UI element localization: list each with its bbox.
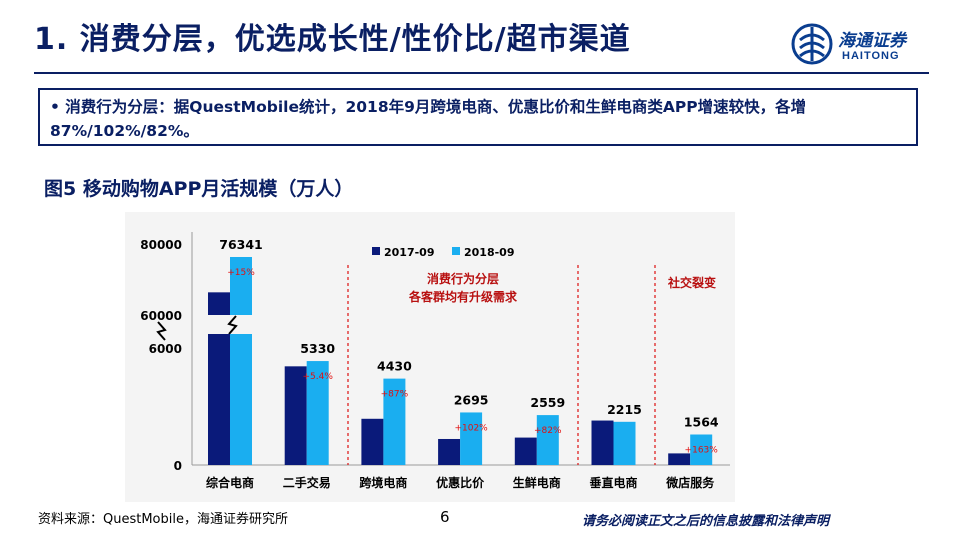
data-label: 76341: [219, 237, 263, 252]
legend-label: 2017-09: [384, 246, 435, 259]
figure-title: 图5 移动购物APP月活规模（万人）: [44, 178, 354, 200]
bar-2018-09: [460, 412, 483, 465]
y-tick-label: 6000: [149, 342, 182, 356]
bar-2017-09-upper: [208, 292, 230, 315]
y-tick-label: 80000: [140, 238, 182, 252]
bar-2018-09: [690, 434, 713, 465]
bar-2017-09: [284, 366, 307, 465]
annotation-text: 社交裂变: [667, 275, 716, 290]
disclaimer: 请务必阅读正文之后的信息披露和法律声明: [582, 514, 830, 529]
data-label: 2695: [454, 392, 489, 407]
data-label: 1564: [684, 415, 719, 430]
bar-2017-09: [591, 420, 614, 465]
logo-cn: 海通证券: [838, 31, 906, 51]
legend-label: 2018-09: [464, 246, 515, 259]
source-note: 资料来源：QuestMobile，海通证券研究所: [38, 512, 288, 527]
x-tick-label: 二手交易: [283, 475, 331, 490]
note-text: • 消费行为分层：据QuestMobile统计，2018年9月跨境电商、优惠比价…: [50, 98, 807, 140]
logo-en: HAITONG: [842, 50, 900, 62]
bar-2017-09: [668, 453, 691, 465]
bar-2018-09-upper: [230, 256, 252, 315]
x-tick-label: 跨境电商: [359, 475, 407, 490]
growth-label: +163%: [685, 446, 719, 456]
annotation-text: 各客群均有升级需求: [408, 289, 518, 304]
bar-2018-09: [383, 378, 406, 465]
data-label: 4430: [377, 359, 412, 374]
axis-break-marker: [156, 321, 167, 341]
bar-2017-09-lower: [208, 334, 230, 465]
bar-2017-09: [438, 438, 461, 465]
growth-label: +102%: [454, 423, 488, 433]
bar-2018-09: [536, 415, 559, 465]
growth-label: +15%: [227, 268, 255, 278]
data-label: 2215: [607, 402, 642, 417]
x-tick-label: 垂直电商: [589, 475, 637, 490]
x-tick-label: 优惠比价: [436, 475, 485, 490]
bar-2017-09: [514, 437, 537, 465]
growth-label: +5.4%: [302, 372, 333, 382]
bar-2017-09: [361, 418, 384, 465]
bar-2018-09-lower: [230, 334, 252, 465]
haitong-logo-icon: [791, 23, 833, 65]
y-tick-label: 60000: [140, 309, 182, 323]
growth-label: +87%: [381, 390, 409, 400]
x-tick-label: 综合电商: [206, 475, 254, 490]
data-label: 5330: [300, 341, 335, 356]
haitong-logo: 海通证券 HAITONG: [790, 22, 940, 72]
page-number: 6: [440, 508, 450, 526]
note-box: • 消费行为分层：据QuestMobile统计，2018年9月跨境电商、优惠比价…: [38, 88, 918, 146]
page-title: 1. 消费分层，优选成长性/性价比/超市渠道: [34, 22, 631, 57]
legend-swatch: [372, 247, 380, 255]
legend-swatch: [452, 247, 460, 255]
x-tick-label: 生鲜电商: [513, 475, 561, 490]
data-label: 2559: [530, 395, 565, 410]
x-tick-label: 微店服务: [665, 475, 715, 490]
bar-2018-09: [613, 421, 636, 465]
growth-label: +82%: [534, 426, 562, 436]
title-divider: [34, 72, 929, 74]
y-tick-label: 0: [174, 459, 182, 473]
bar-2018-09: [306, 361, 329, 465]
bar-break-marker: [227, 315, 238, 335]
annotation-text: 消费行为分层: [427, 271, 499, 286]
